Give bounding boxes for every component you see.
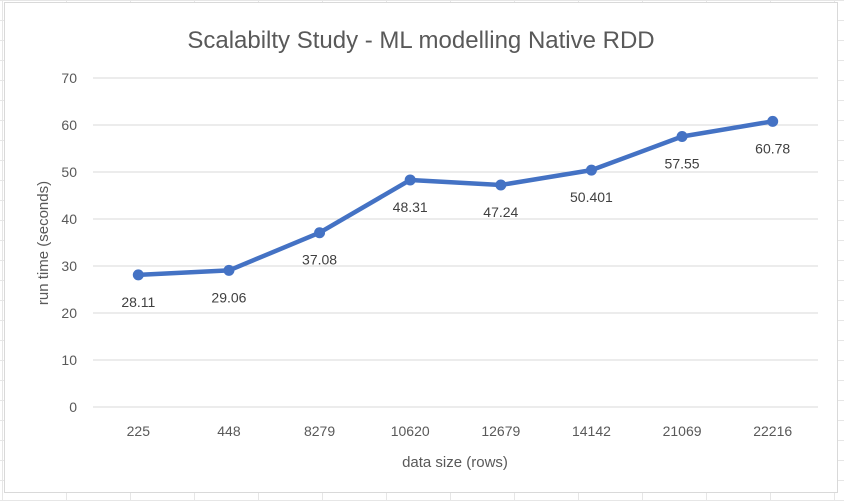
data-point-marker <box>767 115 779 127</box>
data-label: 47.24 <box>483 204 518 220</box>
x-tick-label: 12679 <box>481 423 520 439</box>
data-point-marker <box>585 164 597 176</box>
data-point-marker <box>314 227 326 239</box>
x-axis-title: data size (rows) <box>402 454 508 471</box>
x-tick-label: 14142 <box>572 423 611 439</box>
x-tick-label: 21069 <box>663 423 702 439</box>
data-label: 50.401 <box>570 189 613 205</box>
series-line <box>136 119 775 278</box>
x-axis-ticks: 225 448 8279 10620 12679 14142 21069 22216 <box>127 423 793 439</box>
x-tick-label: 225 <box>127 423 151 439</box>
x-tick-label: 22216 <box>753 423 792 439</box>
data-point-marker <box>132 269 144 281</box>
data-label: 60.78 <box>755 140 790 156</box>
x-tick-label: 10620 <box>391 423 430 439</box>
chart-frame[interactable] <box>4 2 838 493</box>
chart-title: Scalabilty Study - ML modelling Native R… <box>187 27 654 54</box>
data-labels: 28.11 29.06 37.08 48.31 47.24 50.401 57.55 60.7… <box>121 140 790 310</box>
data-label: 37.08 <box>302 252 337 268</box>
y-axis-title: run time (seconds) <box>35 181 52 305</box>
x-tick-label: 8279 <box>304 423 335 439</box>
data-point-marker <box>676 131 688 143</box>
data-label: 48.31 <box>393 199 428 215</box>
y-tick-label: 30 <box>61 258 77 274</box>
x-tick-label: 448 <box>217 423 241 439</box>
y-tick-label: 20 <box>61 305 77 321</box>
y-tick-label: 0 <box>69 399 77 415</box>
y-tick-label: 40 <box>61 211 77 227</box>
y-tick-label: 10 <box>61 352 77 368</box>
data-label: 57.55 <box>665 156 700 172</box>
data-label: 29.06 <box>211 289 246 305</box>
data-point-marker <box>404 174 416 186</box>
y-tick-label: 70 <box>61 70 77 86</box>
y-axis-ticks: 0 10 20 30 40 50 60 70 <box>61 70 77 415</box>
series-layer <box>132 115 779 281</box>
y-tick-label: 60 <box>61 117 77 133</box>
gridlines <box>93 77 818 408</box>
data-label: 28.11 <box>121 294 155 310</box>
data-point-marker <box>495 179 507 191</box>
data-point-marker <box>223 264 235 276</box>
y-tick-label: 50 <box>61 164 77 180</box>
